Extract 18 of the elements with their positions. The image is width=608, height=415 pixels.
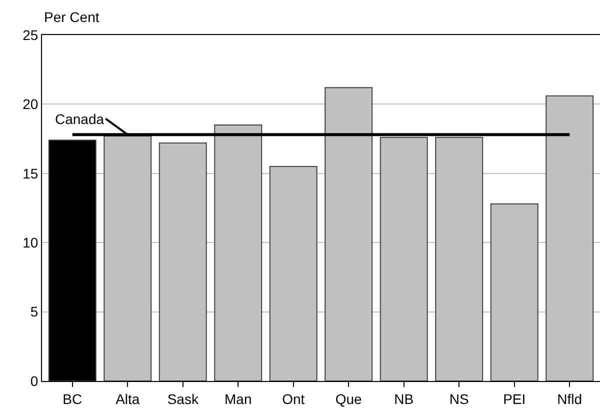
y-axis-title: Per Cent [44, 9, 100, 25]
x-tick-label: BC [62, 390, 82, 407]
y-tick-label: 10 [22, 234, 38, 250]
x-tick-label: NS [449, 390, 469, 407]
x-tick-label: Ont [282, 390, 305, 407]
x-tick-label: NB [394, 390, 414, 407]
y-tick-label: 25 [22, 26, 38, 43]
x-tick-label: Que [335, 390, 362, 407]
x-tick-label: Alta [116, 390, 140, 407]
y-tick-label: 15 [22, 165, 38, 182]
x-tick-label: Nfld [557, 390, 582, 407]
x-tick-label: PEI [503, 390, 526, 407]
y-tick-label: 5 [30, 304, 38, 320]
x-tick-label: Man [224, 390, 252, 407]
legend-label: Canada [55, 111, 104, 127]
x-tick-label: Sask [167, 390, 200, 407]
y-tick-label: 0 [30, 372, 38, 389]
y-tick-label: 20 [22, 96, 38, 112]
